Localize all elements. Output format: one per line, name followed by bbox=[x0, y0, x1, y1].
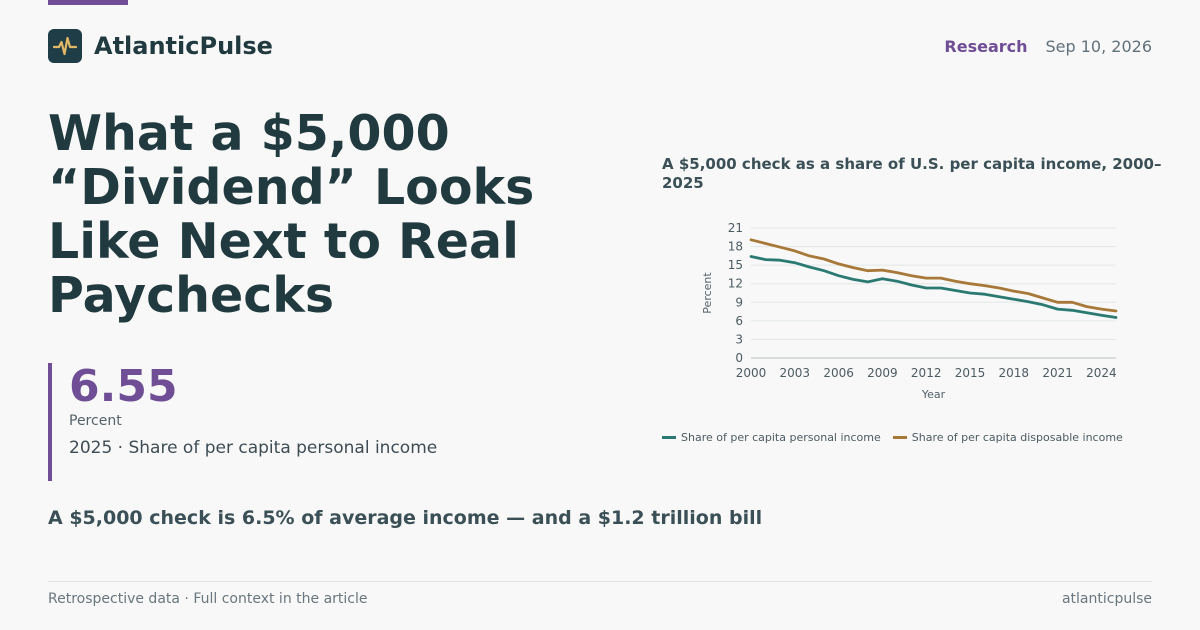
top-accent-bar bbox=[48, 0, 128, 5]
x-tick-label: 2000 bbox=[736, 366, 767, 380]
section-label[interactable]: Research bbox=[944, 37, 1028, 56]
legend-swatch-personal-income bbox=[662, 436, 676, 439]
brand[interactable]: AtlanticPulse bbox=[48, 29, 273, 63]
y-tick-label: 9 bbox=[735, 295, 743, 309]
x-tick-label: 2003 bbox=[780, 366, 811, 380]
y-tick-label: 18 bbox=[728, 240, 743, 254]
x-axis-label: Year bbox=[921, 388, 946, 401]
x-tick-label: 2006 bbox=[823, 366, 854, 380]
y-axis-label: Percent bbox=[701, 272, 714, 314]
stat-value: 6.55 bbox=[69, 361, 178, 412]
y-tick-label: 0 bbox=[735, 351, 743, 365]
x-tick-label: 2009 bbox=[867, 366, 898, 380]
y-tick-label: 6 bbox=[735, 314, 743, 328]
series-line-personal-income bbox=[749, 255, 1118, 319]
line-chart: 0 3 6 9 12 15 18 21 2000 2003 2006 2009 2012 2015 2018… bbox=[701, 221, 1118, 401]
legend-label-disposable-income: Share of per capita disposable income bbox=[911, 431, 1123, 444]
x-tick-label: 2012 bbox=[911, 366, 942, 380]
legend-label-personal-income: Share of per capita personal income bbox=[681, 431, 881, 444]
chart-legend: Share of per capita personal income Shar… bbox=[662, 431, 1135, 444]
chart-title: A $5,000 check as a share of U.S. per ca… bbox=[662, 155, 1162, 192]
pulse-icon bbox=[48, 29, 82, 63]
key-stat: 6.55 Percent 2025 · Share of per capita … bbox=[48, 363, 437, 481]
y-tick-label: 21 bbox=[728, 221, 743, 235]
subheadline: A $5,000 check is 6.5% of average income… bbox=[48, 507, 763, 529]
x-tick-label: 2018 bbox=[999, 366, 1030, 380]
header-meta: Research Sep 10, 2026 bbox=[944, 37, 1152, 56]
legend-swatch-disposable-income bbox=[892, 436, 907, 439]
y-tick-label: 3 bbox=[735, 332, 743, 346]
legend-item-personal-income: Share of per capita personal income bbox=[662, 431, 881, 444]
stat-unit: Percent bbox=[69, 413, 122, 429]
x-tick-label: 2021 bbox=[1042, 366, 1073, 380]
legend-item-disposable-income: Share of per capita disposable income bbox=[892, 431, 1123, 444]
publish-date: Sep 10, 2026 bbox=[1045, 37, 1153, 56]
x-tick-label: 2015 bbox=[955, 366, 986, 380]
headline: What a $5,000 “Dividend” Looks Like Next… bbox=[48, 105, 535, 324]
series-line-disposable-income bbox=[749, 238, 1118, 313]
stat-description: 2025 · Share of per capita personal inco… bbox=[69, 438, 438, 458]
y-tick-label: 15 bbox=[728, 258, 743, 272]
footer-note: Retrospective data · Full context in the… bbox=[48, 591, 368, 607]
y-tick-label: 12 bbox=[728, 277, 743, 291]
footer-divider bbox=[48, 581, 1152, 582]
x-tick-label: 2024 bbox=[1086, 366, 1117, 380]
brand-name: AtlanticPulse bbox=[94, 32, 273, 60]
footer-site[interactable]: atlanticpulse bbox=[1061, 591, 1152, 607]
